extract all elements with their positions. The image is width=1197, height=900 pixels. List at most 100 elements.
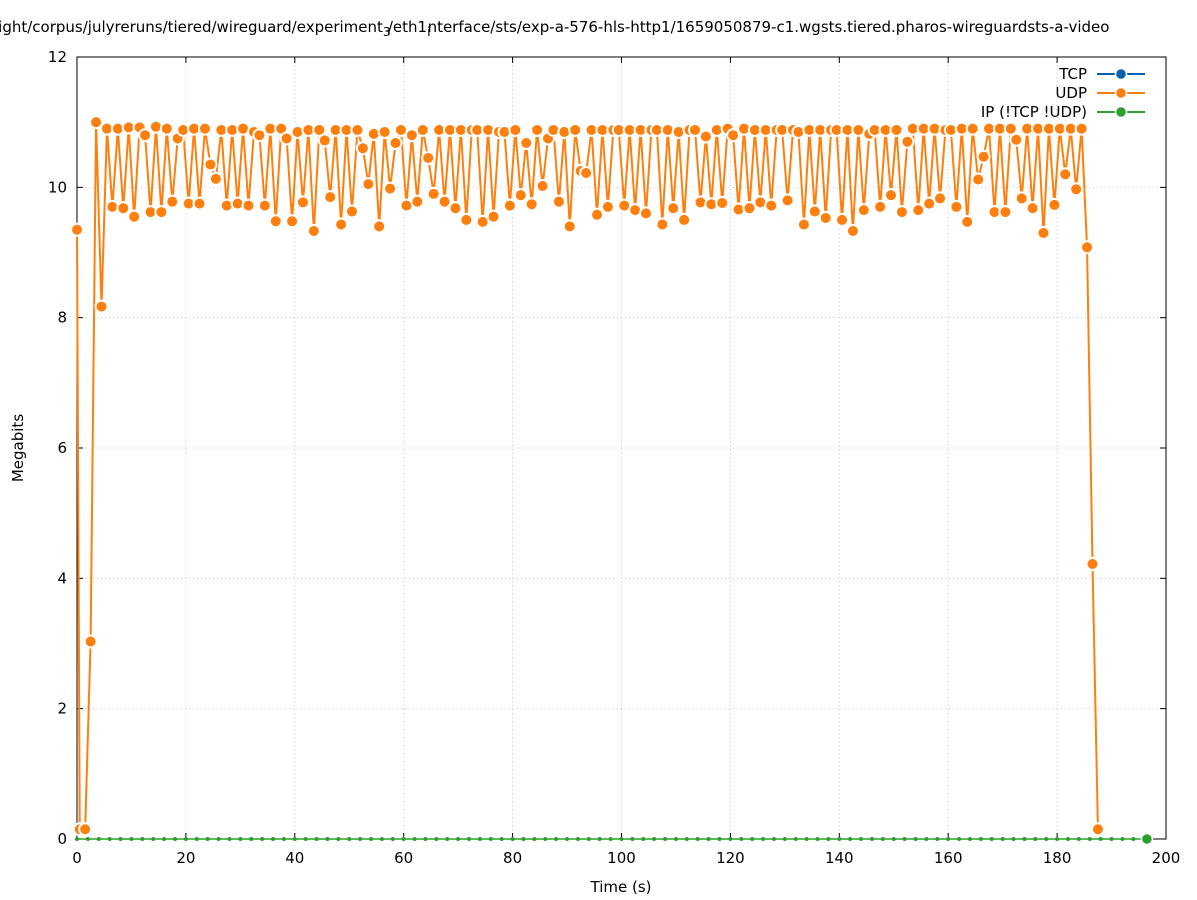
ip-point <box>771 837 776 841</box>
ip-point <box>673 837 678 841</box>
ip-point <box>423 837 428 841</box>
ip-point <box>1076 837 1081 841</box>
udp-point <box>372 219 387 234</box>
udp-point <box>388 136 403 151</box>
ip-point <box>978 837 983 841</box>
ip-point <box>706 837 711 841</box>
udp-point <box>551 194 566 209</box>
udp-point <box>1074 121 1089 136</box>
ip-point <box>826 837 831 841</box>
udp-point <box>295 195 310 210</box>
ip-point <box>630 837 635 841</box>
udp-point <box>154 205 169 220</box>
ip-point <box>1055 837 1060 841</box>
udp-point <box>268 214 283 229</box>
udp-point <box>1058 167 1073 182</box>
ip-point <box>967 837 972 841</box>
ip-point <box>369 837 374 841</box>
x-tick-label: 180 <box>1043 849 1072 867</box>
x-tick-label: 160 <box>934 849 963 867</box>
udp-point <box>535 179 550 194</box>
legend-item: IP (!TCP !UDP) <box>981 103 1145 121</box>
udp-point <box>203 157 218 172</box>
ip-point <box>281 837 286 841</box>
ip-point <box>445 837 450 841</box>
ip-point <box>565 837 570 841</box>
udp-point <box>1025 201 1040 216</box>
ip-point <box>575 837 580 841</box>
udp-point <box>519 136 534 151</box>
udp-point <box>900 134 915 149</box>
udp-point <box>780 193 795 208</box>
udp-point <box>1090 822 1105 837</box>
ip-point <box>477 837 482 841</box>
udp-point <box>334 217 349 232</box>
udp-point <box>976 149 991 164</box>
udp-point <box>726 128 741 143</box>
udp-point <box>818 210 833 225</box>
udp-point <box>742 201 757 216</box>
udp-point <box>873 199 888 214</box>
ip-point <box>325 837 330 841</box>
udp-point <box>1003 121 1018 136</box>
udp-point <box>764 198 779 213</box>
ip-point-last <box>1140 832 1154 846</box>
axis-ticks: 0 20 40 60 80 100 120 140 160 180 200 0 2 4 6 8 10 12 <box>48 48 1180 867</box>
udp-point <box>486 209 501 224</box>
ip-point <box>619 837 624 841</box>
udp-point <box>257 198 272 213</box>
ip-point <box>543 837 548 841</box>
ip-point <box>554 837 559 841</box>
udp-point <box>415 122 430 137</box>
udp-point <box>1036 225 1051 240</box>
udp-point <box>78 822 93 837</box>
legend-label: UDP <box>1055 84 1087 102</box>
x-tick-label: 100 <box>607 849 636 867</box>
ip-point <box>935 837 940 841</box>
udp-point <box>796 217 811 232</box>
x-tick-label: 120 <box>716 849 745 867</box>
udp-point <box>355 141 370 156</box>
x-axis-label: Time (s) <box>590 878 652 896</box>
title-sub-1: 3 <box>382 24 391 39</box>
ip-point <box>739 837 744 841</box>
ip-point <box>151 837 156 841</box>
x-tick-label: 80 <box>503 849 522 867</box>
legend-label: TCP <box>1058 65 1087 83</box>
udp-point <box>241 198 256 213</box>
ip-point <box>401 837 406 841</box>
chart-title-text: light/corpus/julyreruns/tiered/wireguard… <box>0 18 1109 39</box>
udp-point <box>383 181 398 196</box>
udp-point <box>655 217 670 232</box>
ip-point <box>597 837 602 841</box>
udp-point <box>998 205 1013 220</box>
udp-point <box>960 214 975 229</box>
ip-point <box>782 837 787 841</box>
x-tick-label: 0 <box>72 849 82 867</box>
udp-point <box>894 205 909 220</box>
ip-point <box>608 837 613 841</box>
y-tick-label: 8 <box>57 309 67 327</box>
udp-point <box>83 634 98 649</box>
udp-point <box>911 203 926 218</box>
ip-point <box>75 837 79 841</box>
udp-point <box>344 204 359 219</box>
udp-point <box>393 122 408 137</box>
chart-title: light/corpus/julyreruns/tiered/wireguard… <box>0 18 1197 39</box>
grid <box>77 57 1166 839</box>
ip-point <box>761 837 766 841</box>
ip-point <box>695 837 700 841</box>
title-part-1: light/corpus/julyreruns/tiered/wireguard… <box>0 18 383 36</box>
y-tick-label: 6 <box>57 439 67 457</box>
udp-point <box>1009 132 1024 147</box>
ip-point <box>869 837 874 841</box>
udp-point <box>949 199 964 214</box>
udp-point <box>589 207 604 222</box>
ip-point <box>499 837 504 841</box>
legend-label: IP (!TCP !UDP) <box>981 103 1087 121</box>
ip-point <box>684 837 689 841</box>
ip-point <box>205 837 210 841</box>
udp-point <box>845 223 860 238</box>
